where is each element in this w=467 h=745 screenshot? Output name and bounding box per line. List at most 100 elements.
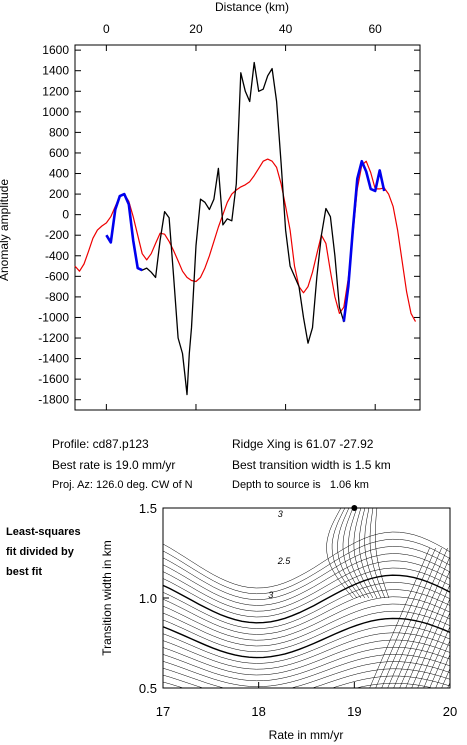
top-y-tick-label: -600 (45, 269, 69, 283)
top-y-axis-label: Anomaly amplitude (0, 179, 11, 281)
bottom-plot-frame (162, 507, 451, 689)
contour-group (163, 508, 450, 722)
contour-line (163, 553, 450, 606)
contour-line-right (411, 597, 450, 688)
contour-line-valley (326, 508, 354, 599)
top-x-tick-label: 40 (279, 22, 293, 36)
top-y-tick-label: -1200 (38, 331, 69, 345)
top-x-tick-label: 0 (103, 22, 110, 36)
bottom-y-tick-label: 1.5 (139, 501, 157, 516)
contour-line-right (417, 611, 450, 688)
top-y-tick-label: 600 (49, 146, 69, 160)
top-y-tick-label: 200 (49, 187, 69, 201)
top-y-tick-label: 1400 (42, 64, 69, 78)
best-transition-width: Best transition width is 1.5 km (232, 458, 391, 472)
series-line-2 (74, 158, 417, 322)
contour-line-valley (364, 508, 382, 599)
contour-line (355, 682, 434, 688)
contour-line (163, 603, 450, 647)
side-note-line-1: Least-squares (6, 526, 81, 538)
contour-line (163, 531, 450, 589)
contour-line (163, 661, 450, 688)
contour-line-right (399, 569, 450, 688)
side-note-line-2: fit divided by (6, 546, 74, 558)
contour-label: 2.5 (277, 556, 292, 566)
top-x-tick-label: 60 (369, 22, 383, 36)
contour-line (163, 574, 450, 624)
contour-line (163, 589, 450, 635)
top-y-tick-label: 0 (62, 208, 69, 222)
best-rate: Best rate is 19.0 mm/yr (52, 458, 176, 472)
contour-line (163, 698, 450, 722)
contour-line (163, 690, 450, 715)
top-y-tick-label: -200 (45, 228, 69, 242)
side-note-line-3: best fit (6, 566, 43, 578)
top-x-axis-label: Distance (km) (215, 0, 289, 14)
contour-line (163, 668, 450, 688)
depth-to-source: Depth to source is 1.06 km (232, 479, 369, 491)
side-note: Least-squares fit divided by best fit (6, 522, 81, 582)
top-y-tick-label: -1600 (38, 372, 69, 386)
contour-line-right (441, 667, 450, 688)
top-y-tick-label: 1000 (42, 105, 69, 119)
contour-lines (163, 508, 450, 722)
top-y-tick-label: -400 (45, 249, 69, 263)
projection-azimuth: Proj. Az: 126.0 deg. CW of N (52, 479, 193, 491)
contour-line (163, 617, 450, 659)
best-fit-point (351, 505, 358, 511)
top-y-tick-label: -1800 (38, 393, 69, 407)
contour-line (163, 567, 450, 618)
contour-line (163, 546, 450, 600)
contour-line-valley (375, 508, 390, 599)
top-y-ticks: 1600 1400 1200 1000 800 600 400 200 0 -200 -400 -60… (38, 43, 420, 407)
top-y-tick-label: 400 (49, 167, 69, 181)
ridge-crossing: Ridge Xing is 61.07 -27.92 (232, 437, 374, 451)
contour-line (163, 646, 450, 682)
contour-label: 3 (278, 509, 283, 519)
top-x-tick-label: 20 (189, 22, 203, 36)
top-y-tick-label: 1600 (42, 43, 69, 57)
top-x-ticks: 0 20 40 60 (103, 22, 382, 410)
contour-line (163, 632, 450, 670)
bottom-x-tick-label: 19 (347, 704, 361, 719)
contour-line-right (423, 625, 450, 688)
bottom-x-ticks: 17 18 19 20 (156, 682, 457, 719)
contour-line (163, 582, 450, 629)
misfit-contour-chart: 17 18 19 20 1.5 1.0 0.5 Rate in mm/yr Transit… (100, 501, 457, 742)
contour-line-right (447, 681, 450, 688)
profile-name: Profile: cd87.p123 (52, 437, 149, 451)
contour-line (163, 596, 450, 641)
contour-line-right (429, 639, 450, 688)
bottom-y-ticks: 1.5 1.0 0.5 (139, 501, 169, 696)
contour-line-right (393, 555, 450, 688)
anomaly-profile-chart: Distance (km) Anomaly amplitude 0 20 40 60 … (0, 0, 421, 411)
top-series-lines (74, 61, 417, 396)
top-y-tick-label: -800 (45, 290, 69, 304)
bottom-x-tick-label: 18 (251, 704, 265, 719)
contour-line-right (405, 583, 450, 688)
bottom-x-tick-label: 17 (156, 704, 170, 719)
contour-labels: 32.53 (268, 509, 291, 600)
bottom-x-tick-label: 20 (443, 704, 457, 719)
top-y-tick-label: -1000 (38, 310, 69, 324)
top-y-tick-label: 800 (49, 125, 69, 139)
contour-line-right (369, 547, 430, 688)
top-plot-frame (74, 44, 421, 411)
contour-line-right (435, 653, 450, 688)
top-y-tick-label: -1400 (38, 352, 69, 366)
contour-line-right (375, 547, 436, 688)
contour-line (163, 560, 450, 612)
contour-line-right (387, 547, 448, 688)
contour-label: 3 (268, 590, 273, 600)
series-line-1 (105, 159, 386, 322)
bottom-x-axis-label: Rate in mm/yr (269, 728, 344, 742)
contour-line-valley (353, 508, 374, 599)
bottom-y-tick-label: 1.0 (139, 591, 157, 606)
contour-line (163, 675, 450, 688)
contour-line-valley (342, 508, 366, 599)
contour-line-valley (331, 508, 358, 599)
contour-line-valley (337, 508, 362, 599)
contour-line-valley (369, 508, 386, 599)
contour-line-valley (359, 508, 378, 599)
